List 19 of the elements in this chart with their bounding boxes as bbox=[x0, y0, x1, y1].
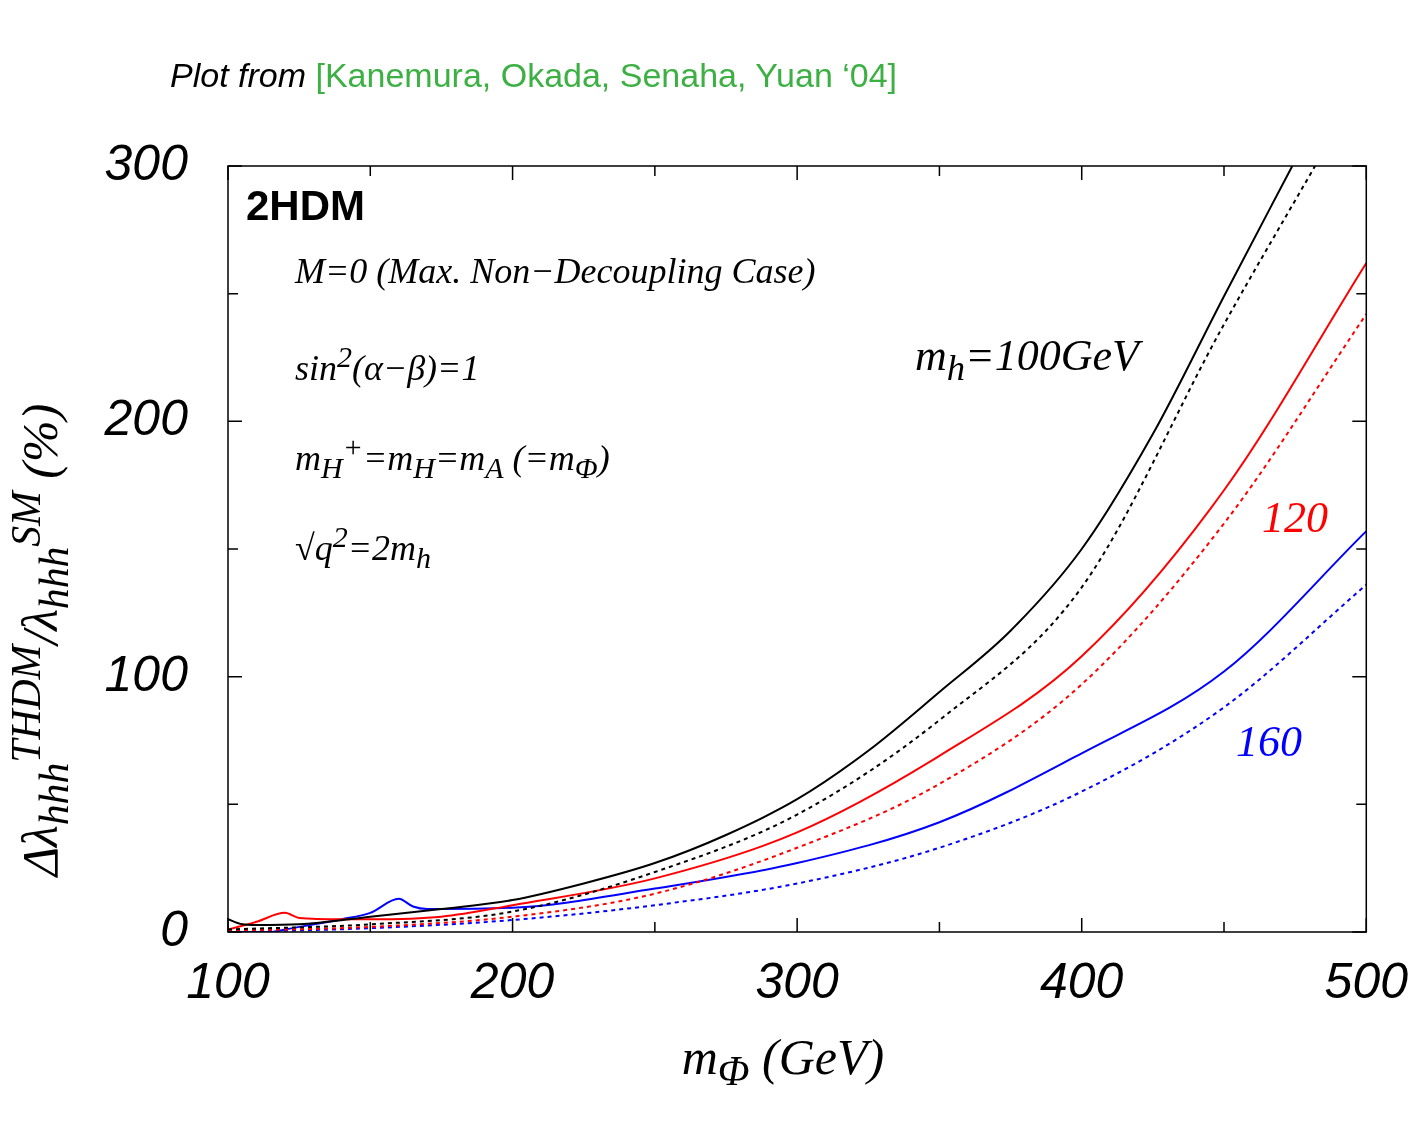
series-label: 120 bbox=[1262, 492, 1328, 543]
chart-title: Plot from bbox=[170, 56, 307, 94]
chart-subtitle: [Kanemura, Okada, Senaha, Yuan ‘04] bbox=[315, 56, 898, 94]
x-tick-label: 100 bbox=[186, 952, 270, 1009]
x-tick-label: 200 bbox=[469, 952, 555, 1009]
x-tick-label: 500 bbox=[1324, 952, 1409, 1009]
series-label: 160 bbox=[1236, 716, 1302, 767]
y-tick-label: 300 bbox=[104, 134, 189, 191]
annotation: 2HDM bbox=[246, 182, 366, 230]
annotation: sin$^{2}$(α−β)=1 bbox=[295, 340, 480, 389]
y-tick-label: 0 bbox=[160, 900, 189, 957]
x-axis-title: m$_{Φ}$ (GeV) bbox=[680, 1028, 886, 1095]
x-tick-label: 300 bbox=[755, 952, 840, 1009]
x-tick-label: 400 bbox=[1040, 952, 1124, 1009]
y-tick-label: 200 bbox=[103, 390, 189, 447]
text: m$_{H}$$^{+}$=m$_{H}$=m$_{A}$ (=m$_{Φ}$) bbox=[295, 430, 610, 485]
annotation: M=0 (Max. Non−Decoupling Case) bbox=[295, 250, 816, 292]
y-tick-label: 100 bbox=[104, 645, 189, 702]
annotation: √q$^{2}$=2m$_{h}$ bbox=[295, 520, 432, 576]
